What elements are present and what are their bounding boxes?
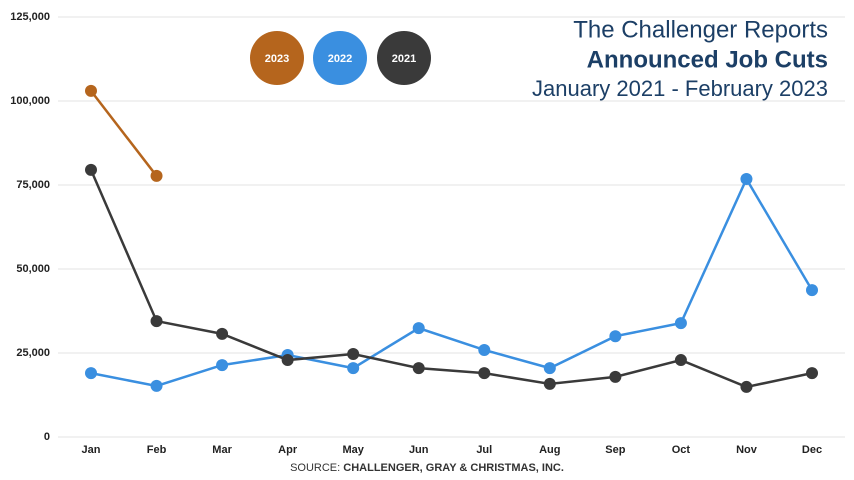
data-point (609, 330, 622, 343)
chart-period: January 2021 - February 2023 (532, 76, 828, 101)
legend-item: 2023 (250, 31, 304, 85)
data-point (412, 362, 425, 375)
data-point (150, 315, 163, 328)
data-point (806, 284, 818, 297)
x-tick-label: Apr (278, 444, 298, 456)
x-tick-label: Oct (672, 444, 691, 456)
series-line (90, 90, 158, 177)
data-point (478, 367, 491, 380)
data-point (674, 317, 687, 330)
legend-label: 2023 (265, 53, 289, 65)
x-tick-label: Mar (212, 444, 232, 456)
series-line (90, 176, 814, 388)
source: SOURCE: CHALLENGER, GRAY & CHRISTMAS, IN… (290, 462, 564, 474)
legend-item: 2022 (313, 31, 367, 85)
data-point (150, 379, 163, 392)
y-tick-label: 0 (44, 431, 50, 443)
data-point (609, 370, 622, 383)
x-tick-label: Jan (82, 444, 101, 456)
data-point (216, 359, 229, 372)
data-point (543, 362, 556, 375)
source-label: SOURCE: (290, 462, 340, 474)
data-point (806, 367, 818, 380)
chart-subtitle: Announced Job Cuts (587, 46, 828, 73)
data-point (216, 327, 229, 340)
series-line (89, 169, 813, 389)
legend-label: 2022 (328, 53, 352, 65)
x-tick-label: May (342, 444, 364, 456)
y-tick-label: 100,000 (10, 95, 50, 107)
y-tick-label: 125,000 (10, 11, 50, 23)
data-point (85, 84, 97, 97)
data-point (347, 348, 360, 361)
chart-title: The Challenger Reports (573, 16, 828, 43)
data-point (740, 380, 753, 393)
legend-label: 2021 (392, 53, 416, 65)
y-tick-label: 50,000 (16, 263, 50, 275)
data-point (150, 169, 163, 182)
y-tick-label: 75,000 (16, 179, 50, 191)
x-tick-label: Jun (409, 444, 429, 456)
x-tick-label: Jul (476, 444, 492, 456)
data-point (478, 343, 491, 356)
data-point (674, 354, 687, 367)
legend-swatch (377, 31, 431, 85)
x-tick-label: Nov (736, 444, 758, 456)
legend-swatch (313, 31, 367, 85)
data-point (740, 172, 753, 185)
x-tick-label: Feb (147, 444, 167, 456)
x-tick-label: Dec (802, 444, 822, 456)
y-tick-label: 25,000 (16, 347, 50, 359)
data-point (543, 377, 556, 390)
legend-swatch (250, 31, 304, 85)
x-tick-label: Aug (539, 444, 560, 456)
data-point (85, 367, 97, 380)
data-point (412, 322, 425, 335)
data-point (281, 354, 294, 367)
x-tick-label: Sep (605, 444, 625, 456)
data-point (347, 362, 360, 375)
data-point (85, 163, 97, 176)
source-text: CHALLENGER, GRAY & CHRISTMAS, INC. (343, 462, 564, 474)
legend-item: 2021 (377, 31, 431, 85)
